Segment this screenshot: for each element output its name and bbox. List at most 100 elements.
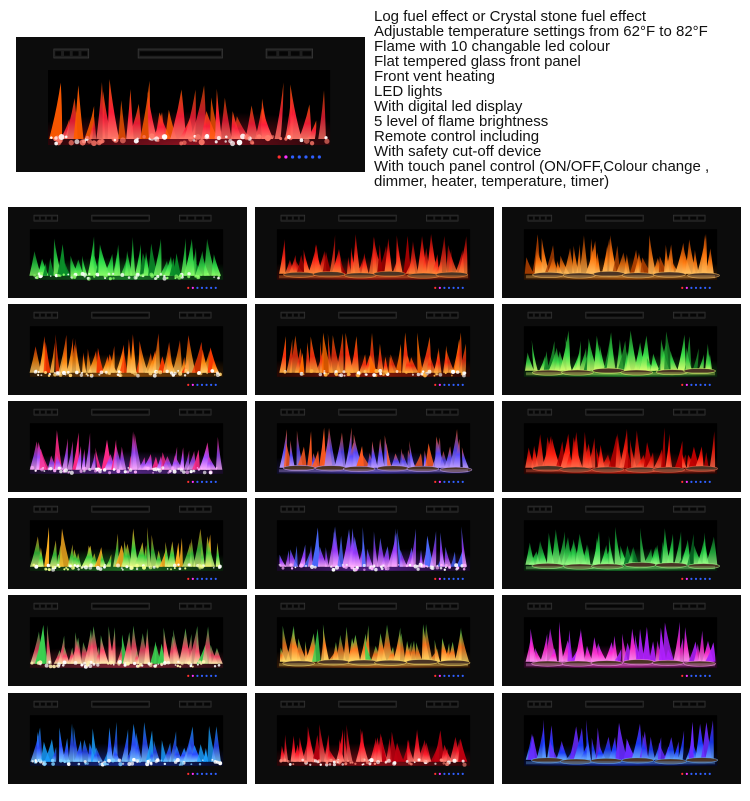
fireplace-graphic [8,304,247,395]
touch-panel-leds [681,286,711,290]
heater-vent [673,700,706,708]
display-slot [338,408,397,416]
fireplace-variant-orange-crystal [8,304,247,395]
crystal-fuel-bed [32,563,222,572]
log-fuel-bed [525,757,719,765]
display-slot [137,48,223,59]
feature-list: Log fuel effect or Crystal stone fuel ef… [374,9,746,189]
display-slot [585,602,644,610]
fireplace-variant-multi-crystal [8,595,247,686]
crystal-fuel-bed [279,758,467,767]
display-slot [91,408,150,416]
fireplace-graphic [8,693,247,784]
touch-panel-leds [434,286,464,290]
heater-vent [426,311,459,319]
log-fuel-bed [278,465,473,473]
heater-vent [33,700,59,708]
heater-vent [673,311,706,319]
heater-vent [673,408,706,416]
display-slot [338,602,397,610]
crystal-fuel-bed [50,133,330,147]
touch-panel-leds [187,577,217,581]
fireplace-variant-green-log [502,304,741,395]
heater-vent [280,214,306,222]
touch-panel-leds [681,480,711,484]
heater-vent [179,602,212,610]
fireplace-graphic [255,401,494,492]
fireplace-variant-blue-crystal [8,693,247,784]
flames [525,427,716,468]
flames [29,333,220,373]
fireplace-variant-green-crystal [8,207,247,298]
flames [524,233,714,274]
touch-panel-leds [434,674,464,678]
heater-vent [527,505,553,513]
flames [525,330,713,371]
flames [30,722,221,762]
heater-vent [33,408,59,416]
flames [30,624,223,664]
crystal-fuel-bed [33,368,222,378]
fireplace-variant-red-log-high [502,401,741,492]
fireplace-graphic [255,595,494,686]
flames [525,526,718,565]
display-slot [91,214,150,222]
heater-vent [673,505,706,513]
display-slot [91,700,150,708]
touch-panel-leds [681,383,711,387]
feature-item: With touch panel control (ON/OFF,Colour … [374,158,710,190]
touch-panel-leds [434,772,464,776]
main-fireplace-image [16,37,365,172]
heater-vent [527,408,553,416]
heater-vent [280,505,306,513]
display-slot [91,602,150,610]
heater-vent [179,700,212,708]
heater-vent [280,408,306,416]
log-fuel-bed [525,561,720,570]
flames [279,623,470,662]
feature-item: With safety cut-off device [374,143,542,160]
fireplace-graphic [255,207,494,298]
touch-panel-leds [434,577,464,581]
display-slot [91,311,150,319]
heater-vent [673,602,706,610]
log-fuel-bed [525,465,718,473]
log-fuel-bed [525,270,720,279]
fireplace-variant-blue-log [502,693,741,784]
flames [49,79,326,139]
feature-item: Log fuel effect or Crystal stone fuel ef… [374,8,647,25]
fireplace-variant-green-yellow-crystal [8,498,247,589]
flames [280,724,468,762]
fireplace-graphic [502,595,741,686]
fireplace-variant-red-crystal [255,693,494,784]
display-slot [585,700,644,708]
feature-item: With digital led display [374,98,523,115]
heater-vent [280,700,306,708]
fireplace-graphic [16,37,365,172]
feature-item: LED lights [374,83,443,100]
log-fuel-bed [525,659,717,667]
display-slot [338,700,397,708]
feature-item: Adjustable temperature settings from 62°… [374,23,708,40]
fireplace-variant-red-orange-crystal [255,304,494,395]
fireplace-variant-purple-crystal [8,401,247,492]
display-slot [338,311,397,319]
touch-panel-leds [187,674,217,678]
fireplace-graphic [502,498,741,589]
crystal-fuel-bed [278,562,467,572]
fireplace-graphic [255,693,494,784]
display-slot [585,214,644,222]
touch-panel-leds [187,286,217,290]
touch-panel-leds [187,480,217,484]
heater-vent [33,602,59,610]
feature-item: 5 level of flame brightness [374,113,549,130]
fireplace-variant-orange-log-low [502,207,741,298]
touch-panel-leds [681,674,711,678]
heater-vent [426,408,459,416]
crystal-fuel-bed [30,660,221,669]
heater-vent [280,602,306,610]
heater-vent [179,505,212,513]
heater-vent [179,311,212,319]
heater-vent [527,311,553,319]
heater-vent [33,311,59,319]
